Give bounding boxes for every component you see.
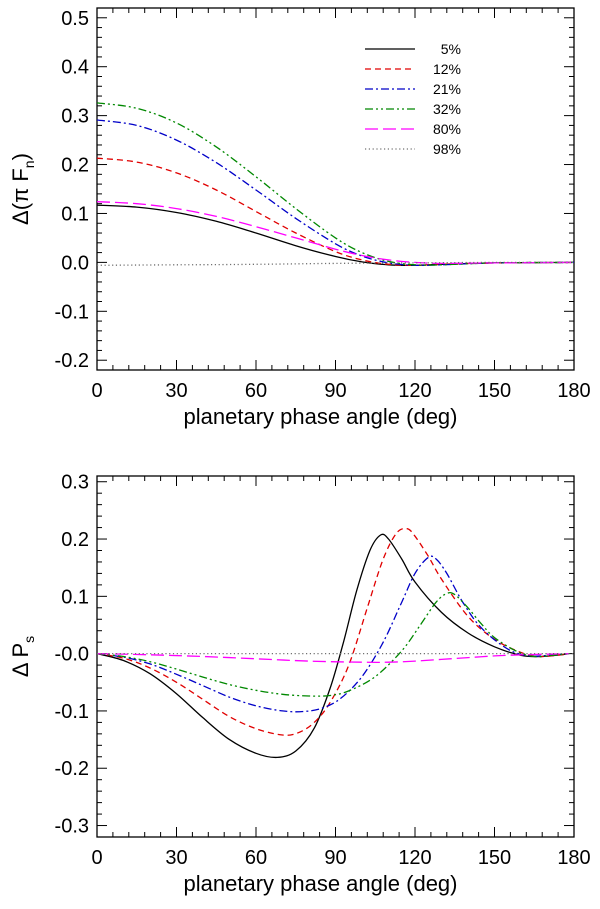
y-tick-label: 0.2 bbox=[61, 529, 89, 551]
x-tick-label: 60 bbox=[245, 847, 267, 869]
x-tick-label: 150 bbox=[478, 847, 511, 869]
y-axis-label: Δ Ps bbox=[8, 636, 37, 677]
series-group bbox=[97, 527, 574, 759]
series-line-21pct bbox=[97, 555, 569, 713]
series-line-32pct bbox=[97, 102, 574, 266]
series-line-80pct bbox=[97, 652, 569, 663]
x-tick-label: 30 bbox=[165, 380, 187, 402]
y-tick-label: -0.1 bbox=[55, 301, 89, 323]
series-line-5pct bbox=[97, 533, 569, 759]
legend-label: 12% bbox=[433, 61, 461, 77]
series-group bbox=[97, 102, 574, 267]
plot-frame bbox=[96, 475, 575, 838]
legend-label: 21% bbox=[433, 81, 461, 97]
x-tick-label: 180 bbox=[557, 847, 590, 869]
x-axis-label: planetary phase angle (deg) bbox=[184, 871, 458, 896]
y-tick-label: -0.3 bbox=[55, 816, 89, 838]
x-tick-label: 30 bbox=[165, 847, 187, 869]
plot-frame bbox=[96, 7, 575, 371]
y-tick-label: 0.0 bbox=[61, 252, 89, 274]
y-tick-label: 0.3 bbox=[61, 106, 89, 128]
series-line-5pct bbox=[97, 204, 574, 266]
x-tick-label: 90 bbox=[324, 380, 346, 402]
x-tick-label: 90 bbox=[324, 847, 346, 869]
x-tick-label: 180 bbox=[557, 380, 590, 402]
y-tick-label: 0.1 bbox=[61, 203, 89, 225]
series-line-21pct bbox=[97, 119, 574, 267]
y-tick-label: 0.5 bbox=[61, 8, 89, 30]
x-tick-label: 60 bbox=[245, 380, 267, 402]
y-tick-label: -0.2 bbox=[55, 758, 89, 780]
x-tick-label: 150 bbox=[478, 380, 511, 402]
x-tick-label: 0 bbox=[91, 380, 102, 402]
series-line-32pct bbox=[97, 591, 569, 697]
legend: 5% 12% 21% 32% 80% 98% bbox=[365, 41, 461, 157]
series-line-80pct bbox=[97, 201, 574, 265]
legend-label: 32% bbox=[433, 101, 461, 117]
y-tick-label: -0.0 bbox=[55, 644, 89, 666]
y-tick-label: -0.2 bbox=[55, 350, 89, 372]
series-line-12pct bbox=[97, 157, 574, 266]
chart-panel-2: 0 30 60 90 120 150 180 -0.3 -0.2 -0.1 -0.0 0.1 0.2 0.… bbox=[8, 472, 591, 896]
chart-panel-1: 0 30 60 90 120 150 180 -0.2 -0.1 0.0 0.1 0.2 0.3 0.4 0… bbox=[8, 7, 591, 429]
y-tick-label: 0.2 bbox=[61, 155, 89, 177]
y-tick-label: 0.4 bbox=[61, 57, 89, 79]
legend-label: 80% bbox=[433, 121, 461, 137]
y-tick-label: 0.3 bbox=[61, 472, 89, 494]
x-tick-label: 120 bbox=[398, 380, 431, 402]
y-tick-label: -0.1 bbox=[55, 701, 89, 723]
x-tick-label: 120 bbox=[398, 847, 431, 869]
y-axis-label: Δ(π Fn) bbox=[8, 153, 37, 225]
x-axis-label: planetary phase angle (deg) bbox=[184, 404, 458, 429]
y-tick-label: 0.1 bbox=[61, 586, 89, 608]
legend-label: 98% bbox=[433, 141, 461, 157]
legend-label: 5% bbox=[441, 41, 461, 57]
x-tick-label: 0 bbox=[91, 847, 102, 869]
